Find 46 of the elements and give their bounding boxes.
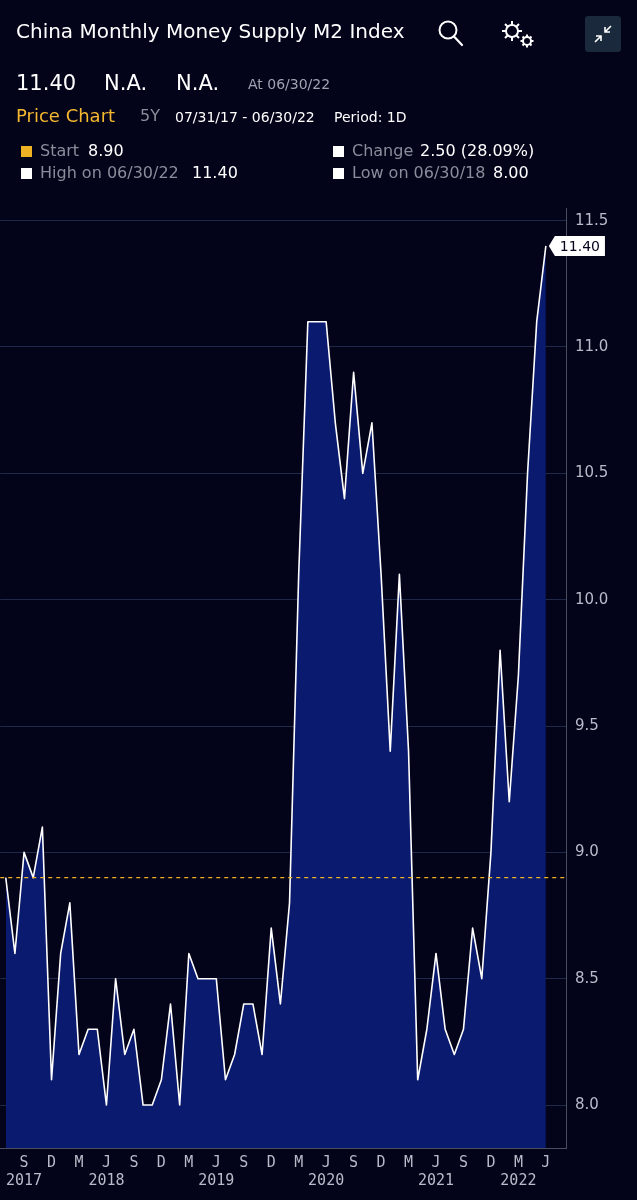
x-tick-label: J 2018 (88, 1152, 125, 1189)
x-tick-label: M 2022 (500, 1152, 537, 1189)
x-tick-label: D (376, 1152, 386, 1171)
x-tick-label: J 2020 (308, 1152, 345, 1189)
text: High on 06/30/22 (40, 163, 179, 182)
text: 11.40 (16, 71, 77, 95)
y-tick-label: 8.0 (575, 1094, 599, 1113)
y-tick-label: 9.5 (575, 715, 599, 734)
x-tick-label: S (458, 1152, 468, 1171)
x-tick-label: M (74, 1152, 84, 1171)
text: Low on 06/30/18 (352, 163, 486, 182)
text: 8.90 (88, 141, 124, 160)
x-tick-label: M (184, 1152, 194, 1171)
x-tick-label: D (47, 1152, 57, 1171)
y-tick-label: 8.5 (575, 968, 599, 987)
x-tick-label: M (294, 1152, 304, 1171)
text: 8.00 (493, 163, 529, 182)
x-tick-label: J 2021 (417, 1152, 455, 1189)
x-tick-label: M (404, 1152, 414, 1171)
text: Period: 1D (334, 109, 407, 125)
x-tick-label: S (349, 1152, 359, 1171)
text: 5Y (140, 106, 160, 125)
x-tick-label: S 2017 (6, 1152, 43, 1189)
text: At 06/30/22 (248, 76, 331, 92)
y-tick-label: 11.0 (575, 336, 609, 355)
data-label: 11.40 (559, 237, 600, 254)
x-tick-label: S (239, 1152, 249, 1171)
chart-title: China Monthly Money Supply M2 Index (16, 19, 405, 43)
y-tick-label: 9.0 (575, 842, 599, 861)
text: 07/31/17 - 06/30/22 (175, 109, 315, 125)
x-tick-label: D (156, 1152, 166, 1171)
text: N.A. (176, 71, 220, 95)
text: Price Chart (16, 105, 116, 126)
text: N.A. (104, 71, 148, 95)
y-tick-label: 10.5 (575, 463, 609, 482)
text: Change (352, 141, 414, 160)
text: 11.40 (192, 163, 238, 182)
x-tick-label: J (541, 1152, 551, 1171)
y-tick-label: 10.0 (575, 589, 609, 608)
y-tick-label: 11.5 (575, 210, 609, 229)
text: 2.50 (28.09%) (420, 141, 535, 160)
x-tick-label: D (486, 1152, 496, 1171)
x-tick-label: D (266, 1152, 276, 1171)
x-tick-label: S (129, 1152, 139, 1171)
text: Start (40, 141, 80, 160)
x-tick-label: J 2019 (198, 1152, 235, 1189)
